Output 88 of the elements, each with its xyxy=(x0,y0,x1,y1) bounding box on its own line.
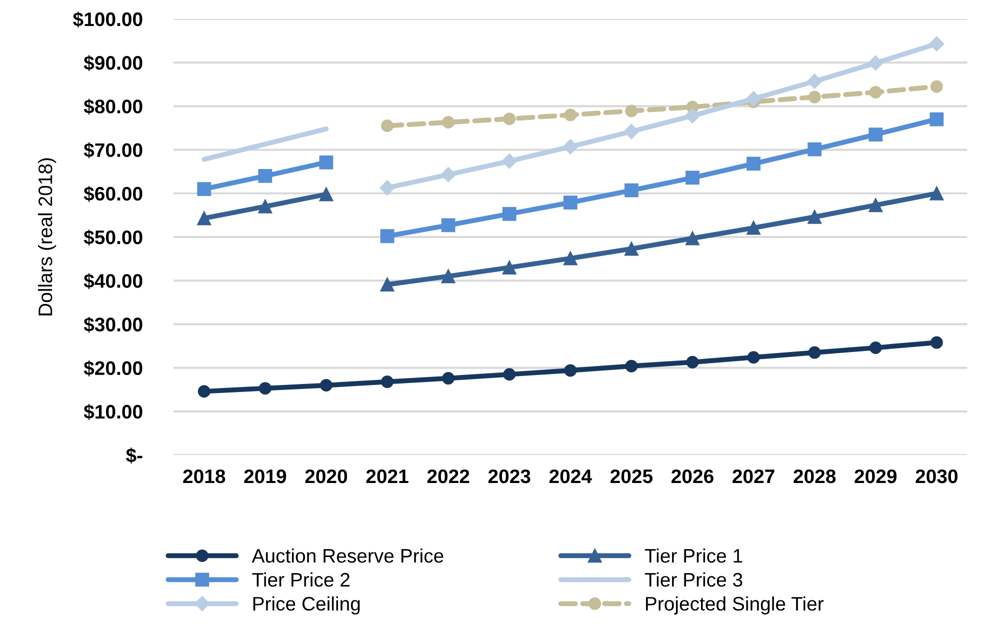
y-tick-label: $80.00 xyxy=(84,98,142,115)
x-tick-label: 2019 xyxy=(244,469,286,484)
point xyxy=(320,379,332,392)
point xyxy=(197,182,212,196)
x-tick-label: 2021 xyxy=(366,469,408,484)
point xyxy=(440,167,456,182)
x-tick-label: 2022 xyxy=(427,469,470,484)
point xyxy=(502,206,516,221)
point xyxy=(625,104,638,118)
point xyxy=(930,80,943,93)
legend-label: Tier Price 1 xyxy=(644,548,742,563)
y-tick-label: $30.00 xyxy=(84,316,142,333)
point xyxy=(624,242,638,256)
y-axis-title: Dollars (real 2018) xyxy=(38,158,56,316)
point xyxy=(381,120,394,132)
point xyxy=(258,200,272,214)
y-tick-label: $100.00 xyxy=(73,12,142,28)
point xyxy=(684,108,700,124)
legend-label: Auction Reserve Price xyxy=(252,548,444,563)
x-tick-label: 2024 xyxy=(549,469,592,484)
point xyxy=(868,128,883,142)
point xyxy=(624,124,640,140)
point xyxy=(868,55,884,71)
x-tick-label: 2020 xyxy=(305,469,348,484)
point xyxy=(198,385,210,398)
point xyxy=(380,229,394,244)
point xyxy=(258,382,272,395)
point xyxy=(502,154,517,169)
y-tick-label: $90.00 xyxy=(84,55,142,72)
y-tick-label: $40.00 xyxy=(84,273,142,290)
legend-label: Projected Single Tier xyxy=(646,596,824,614)
point xyxy=(686,170,700,185)
point xyxy=(380,180,395,196)
point xyxy=(442,372,455,385)
point xyxy=(747,351,760,364)
x-tick-label: 2027 xyxy=(732,469,774,484)
point xyxy=(808,142,822,156)
point xyxy=(746,91,762,106)
y-tick-label: $60.00 xyxy=(84,186,142,202)
y-tick-label: $50.00 xyxy=(84,230,142,246)
x-tick-label: 2030 xyxy=(916,469,958,484)
point xyxy=(686,231,700,246)
point xyxy=(319,155,334,170)
x-tick-label: 2026 xyxy=(672,469,714,484)
point xyxy=(686,356,699,368)
point xyxy=(503,112,516,126)
point xyxy=(930,186,944,200)
point xyxy=(625,360,638,372)
point xyxy=(868,198,883,212)
point xyxy=(380,278,394,292)
point xyxy=(563,196,578,210)
y-tick-label: $10.00 xyxy=(84,404,142,420)
point xyxy=(746,220,760,235)
point xyxy=(807,74,822,89)
legend-label: Tier Price 2 xyxy=(252,572,350,587)
point xyxy=(381,376,394,388)
point xyxy=(930,112,944,126)
point xyxy=(441,218,456,232)
legend-label: Tier Price 3 xyxy=(644,572,742,587)
point xyxy=(564,108,577,122)
point xyxy=(564,364,577,377)
point xyxy=(502,260,516,274)
legend-label: Price Ceiling xyxy=(253,596,360,614)
x-tick-label: 2029 xyxy=(854,469,897,484)
point xyxy=(562,139,578,154)
point xyxy=(319,187,334,202)
x-tick-label: 2023 xyxy=(488,469,530,484)
point xyxy=(869,342,882,354)
y-tick-label: $- xyxy=(126,448,142,464)
x-tick-label: 2028 xyxy=(794,469,836,484)
point xyxy=(808,346,821,359)
y-tick-label: $20.00 xyxy=(84,360,142,376)
x-tick-label: 2025 xyxy=(610,469,653,484)
point xyxy=(258,169,272,183)
point xyxy=(808,210,822,224)
point xyxy=(624,183,638,198)
point xyxy=(441,269,456,284)
point xyxy=(563,251,578,266)
point xyxy=(442,116,455,129)
point xyxy=(746,156,760,171)
point xyxy=(503,368,516,381)
point xyxy=(930,336,943,349)
point xyxy=(929,36,944,52)
point xyxy=(869,86,882,98)
point xyxy=(197,211,212,226)
y-tick-label: $70.00 xyxy=(84,142,142,158)
x-tick-label: 2018 xyxy=(183,469,226,484)
point xyxy=(808,90,821,104)
